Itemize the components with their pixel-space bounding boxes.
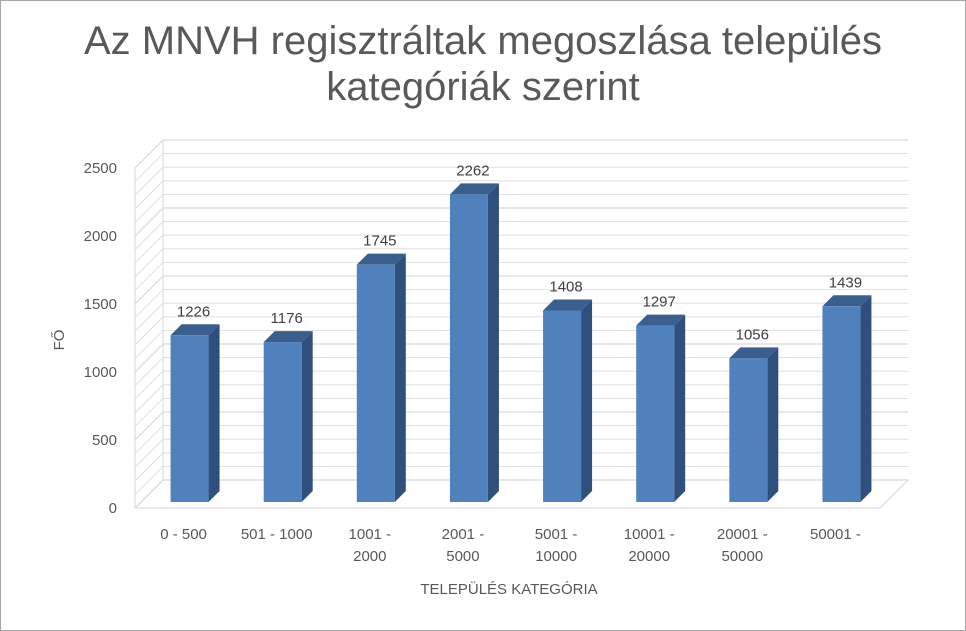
bar-top [449,183,499,195]
gridline-side [134,153,164,182]
data-label: 1297 [643,294,676,311]
chart-floor [133,479,910,509]
bar-side [208,324,220,502]
y-tick-label: 1500 [84,296,117,313]
bar [543,299,593,502]
bar [263,331,313,502]
bar [449,183,499,503]
gridline-side [134,357,164,386]
y-tick-label: 0 [109,500,117,517]
bar-front [636,325,675,502]
bar-top [356,253,406,265]
data-label: 1226 [177,303,210,320]
chart-title-line-2: kategóriák szerint [326,65,640,109]
x-axis-ticks: 0 - 500 501 - 1000 1001 - 2000 2001 - 5000 500… [160,526,861,565]
bar-front [263,342,302,502]
x-tick-label: 50000 [721,548,763,565]
gridline-side [134,330,164,359]
gridline-side [134,316,164,346]
bar-side [301,331,313,502]
gridlines [133,139,910,509]
x-tick-label: 5000 [446,548,479,565]
x-axis-label: TELEPÜLÉS KATEGÓRIA [420,580,597,598]
data-label: 1745 [363,233,396,250]
data-label: 1176 [271,310,303,327]
x-tick-label: 2000 [353,548,386,565]
x-tick-label: 20001 - [717,526,768,543]
bars [170,183,872,503]
gridline-side [134,166,164,196]
gridline-side [134,234,164,264]
gridline-side [134,343,164,373]
x-tick-label: 0 - 500 [160,526,207,543]
y-tick-label: 500 [92,432,117,449]
data-label: 2262 [456,162,489,179]
gridline-side [134,425,164,454]
y-axis-label: FŐ [51,330,68,351]
gridline-side [134,194,164,223]
bar-top [729,347,779,359]
x-tick-label: 20000 [628,548,670,565]
gridline-side [134,466,164,495]
bar-top [636,314,686,326]
x-tick-label: 10000 [535,548,577,565]
bar-front [170,335,209,502]
bar-top [543,299,593,311]
x-tick-label: 2001 - [442,526,485,543]
chart-title-line-1: Az MNVH regisztráltak megoszlása települ… [83,19,883,63]
bar-top [822,295,872,307]
bar-front [729,358,768,502]
bar-side [767,347,779,502]
gridline-side [134,384,164,414]
x-tick-label: 1001 - [349,526,392,543]
data-label: 1056 [736,326,769,343]
bar-side [581,299,593,502]
gridline-side [134,207,164,237]
bar [170,324,220,502]
bar-side [860,295,872,502]
chart-title: Az MNVH regisztráltak megoszlása települ… [0,18,966,110]
bar-front [449,194,488,503]
bar-front [543,310,582,502]
gridline-side [134,221,164,250]
bar [636,314,686,502]
gridline-side [134,248,164,278]
bar-front [356,264,395,502]
y-axis-ticks: 0 500 1000 1500 2000 2500 [84,160,117,517]
y-tick-label: 2500 [84,160,117,177]
gridline-side [134,411,164,441]
bar-side [394,253,406,502]
bar [356,253,406,502]
y-tick-label: 2000 [84,228,117,245]
bar-top [263,331,313,343]
data-labels: 1226 1176 1745 2262 1408 1297 1056 1439 [177,162,862,343]
data-label: 1439 [829,274,862,291]
gridline-side [134,438,164,468]
gridline-side [134,302,164,332]
gridline-side [134,452,164,482]
x-tick-label: 50001 - [810,526,861,543]
gridline-side [134,139,164,169]
data-label: 1408 [549,279,582,296]
gridline-side [134,370,164,400]
bar-front [822,306,861,502]
gridline-side [134,289,164,318]
bar-top [170,324,220,336]
gridline-side [134,180,164,210]
x-tick-label: 501 - 1000 [241,526,313,543]
gridline-side [134,275,164,305]
bar [822,295,872,502]
bar-side [674,314,686,502]
y-tick-label: 1000 [84,364,117,381]
bar [729,347,779,502]
gridline-side [134,262,164,291]
gridline-side [134,398,164,427]
x-tick-label: 5001 - [535,526,578,543]
x-tick-label: 10001 - [624,526,675,543]
bar-side [487,183,499,503]
